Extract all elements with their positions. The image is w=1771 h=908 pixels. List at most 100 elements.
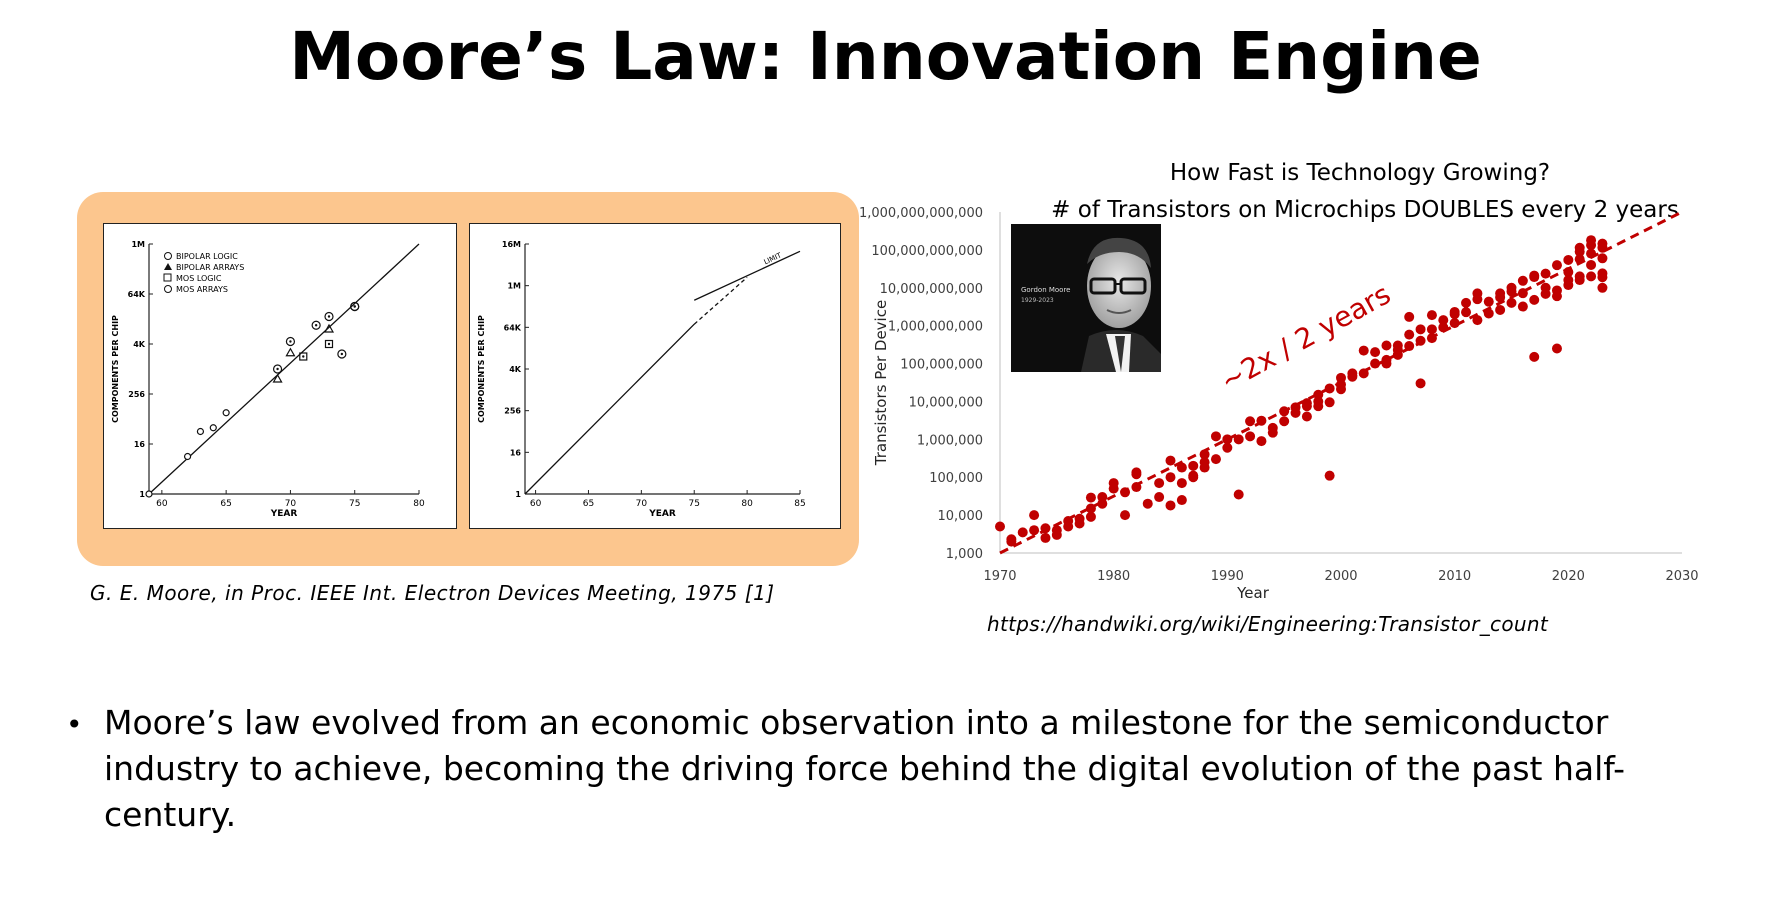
data-point-center	[327, 342, 331, 346]
data-point-center	[276, 367, 279, 371]
data-point	[1085, 511, 1096, 522]
data-point	[1495, 304, 1506, 315]
y-tick-label: 64K	[504, 323, 522, 332]
data-point	[1551, 343, 1562, 354]
projection-line	[693, 250, 801, 301]
data-point	[1472, 288, 1483, 299]
y-tick-label: 16	[134, 440, 146, 449]
moore-paper-citation: G. E. Moore, in Proc. IEEE Int. Electron…	[90, 581, 775, 605]
y-tick-label: 16	[510, 448, 522, 457]
bullet-text: Moore’s law evolved from an economic obs…	[104, 703, 1626, 834]
x-tick-label: 85	[794, 499, 805, 509]
x-tick-label: 2030	[1665, 569, 1698, 584]
data-point	[1017, 527, 1028, 538]
x-tick-label: 70	[636, 499, 648, 509]
data-point	[1597, 253, 1608, 264]
y-tick-label: 16M	[502, 240, 521, 249]
data-point	[1586, 259, 1597, 270]
data-point	[1415, 324, 1426, 335]
data-point	[1324, 470, 1335, 481]
x-tick-label: 2020	[1552, 569, 1585, 584]
data-point	[222, 409, 230, 417]
data-point	[1506, 297, 1517, 308]
data-point	[1461, 297, 1472, 308]
data-point	[1029, 510, 1040, 521]
data-point	[1222, 442, 1233, 453]
x-axis-label: YEAR	[648, 509, 676, 519]
data-point	[272, 373, 283, 383]
legend-marker	[164, 263, 172, 270]
data-point	[1426, 310, 1437, 321]
data-point	[1404, 311, 1415, 322]
data-point-center	[327, 315, 331, 318]
y-tick-label: 1M	[131, 240, 145, 249]
y-tick-label: 10,000,000,000	[880, 282, 983, 297]
data-point	[350, 301, 360, 312]
x-tick-label: 2000	[1324, 569, 1357, 584]
data-point-center	[314, 324, 318, 327]
data-point	[1597, 282, 1608, 293]
y-tick-label: 1M	[507, 282, 521, 291]
data-point	[1415, 378, 1426, 389]
data-point	[1551, 260, 1562, 271]
moore-1975-chart: 60 65 70 75 80 85 1 16 256 4K 64K 1M 16M YEAR COMPONEN…	[477, 240, 806, 519]
y-tick-label: 4K	[133, 340, 146, 349]
data-point	[1290, 407, 1301, 418]
bullet-marker: •	[66, 708, 83, 741]
data-point	[1574, 271, 1585, 282]
data-point	[299, 352, 308, 361]
data-point	[1040, 532, 1051, 543]
data-point	[1222, 434, 1233, 445]
x-tick-label: 1970	[983, 569, 1016, 584]
data-point	[1074, 513, 1085, 524]
data-point	[995, 521, 1005, 532]
data-point	[209, 424, 217, 432]
data-point	[1324, 383, 1335, 394]
data-point	[1563, 267, 1574, 278]
projection-line	[693, 276, 748, 325]
portrait-years: 1929-2023	[1021, 297, 1054, 304]
x-tick-label: 1990	[1211, 569, 1244, 584]
legend-label: MOS LOGIC	[176, 274, 222, 283]
moore-1965-figure: 60 65 70 75 80 1 16 256 4K 64K 1M YEAR COMPONENTS PE…	[103, 223, 457, 529]
data-point	[1165, 455, 1176, 466]
data-point	[1154, 478, 1165, 489]
data-point	[1574, 254, 1585, 265]
data-point	[1574, 246, 1585, 257]
data-point	[1540, 268, 1551, 279]
data-point	[1517, 301, 1528, 312]
data-point	[1495, 288, 1506, 299]
moore-1975-figure: 60 65 70 75 80 85 1 16 256 4K 64K 1M 16M YEAR COMPONEN…	[469, 223, 841, 529]
y-tick-label: 100,000,000,000	[871, 244, 983, 259]
data-point	[1324, 397, 1335, 408]
data-point	[1063, 515, 1074, 526]
data-point	[1529, 272, 1540, 283]
gordon-moore-portrait: Gordon Moore 1929-2023	[1011, 224, 1161, 372]
y-tick-label: 100,000,000	[900, 358, 983, 373]
legend-label: BIPOLAR LOGIC	[176, 252, 238, 261]
transistor-chart-subtitle: # of Transistors on Microchips DOUBLES e…	[1051, 197, 1679, 223]
y-axis-label: Transistors Per Device	[872, 300, 890, 466]
data-point	[1210, 454, 1221, 465]
x-tick-label: 2010	[1438, 569, 1471, 584]
data-point	[1120, 510, 1131, 521]
data-point	[1006, 536, 1017, 547]
portrait-image	[1081, 237, 1161, 372]
data-point-center	[289, 340, 292, 343]
data-point	[1529, 351, 1540, 362]
data-point-center	[353, 305, 356, 308]
data-point	[1370, 358, 1381, 369]
data-point	[324, 311, 334, 322]
data-point	[323, 323, 335, 333]
x-tick-label: 1980	[1097, 569, 1130, 584]
x-tick-label: 75	[689, 499, 700, 509]
data-point	[285, 336, 296, 347]
data-point	[1188, 460, 1199, 471]
data-point	[145, 490, 153, 498]
data-point	[1506, 282, 1517, 293]
data-point	[1040, 523, 1051, 534]
projection-line	[524, 323, 695, 495]
moore-1965-chart: 60 65 70 75 80 1 16 256 4K 64K 1M YEAR COMPONENTS PE…	[111, 240, 425, 519]
data-point	[1085, 492, 1096, 503]
transistor-data-source: https://handwiki.org/wiki/Engineering:Tr…	[987, 612, 1548, 636]
